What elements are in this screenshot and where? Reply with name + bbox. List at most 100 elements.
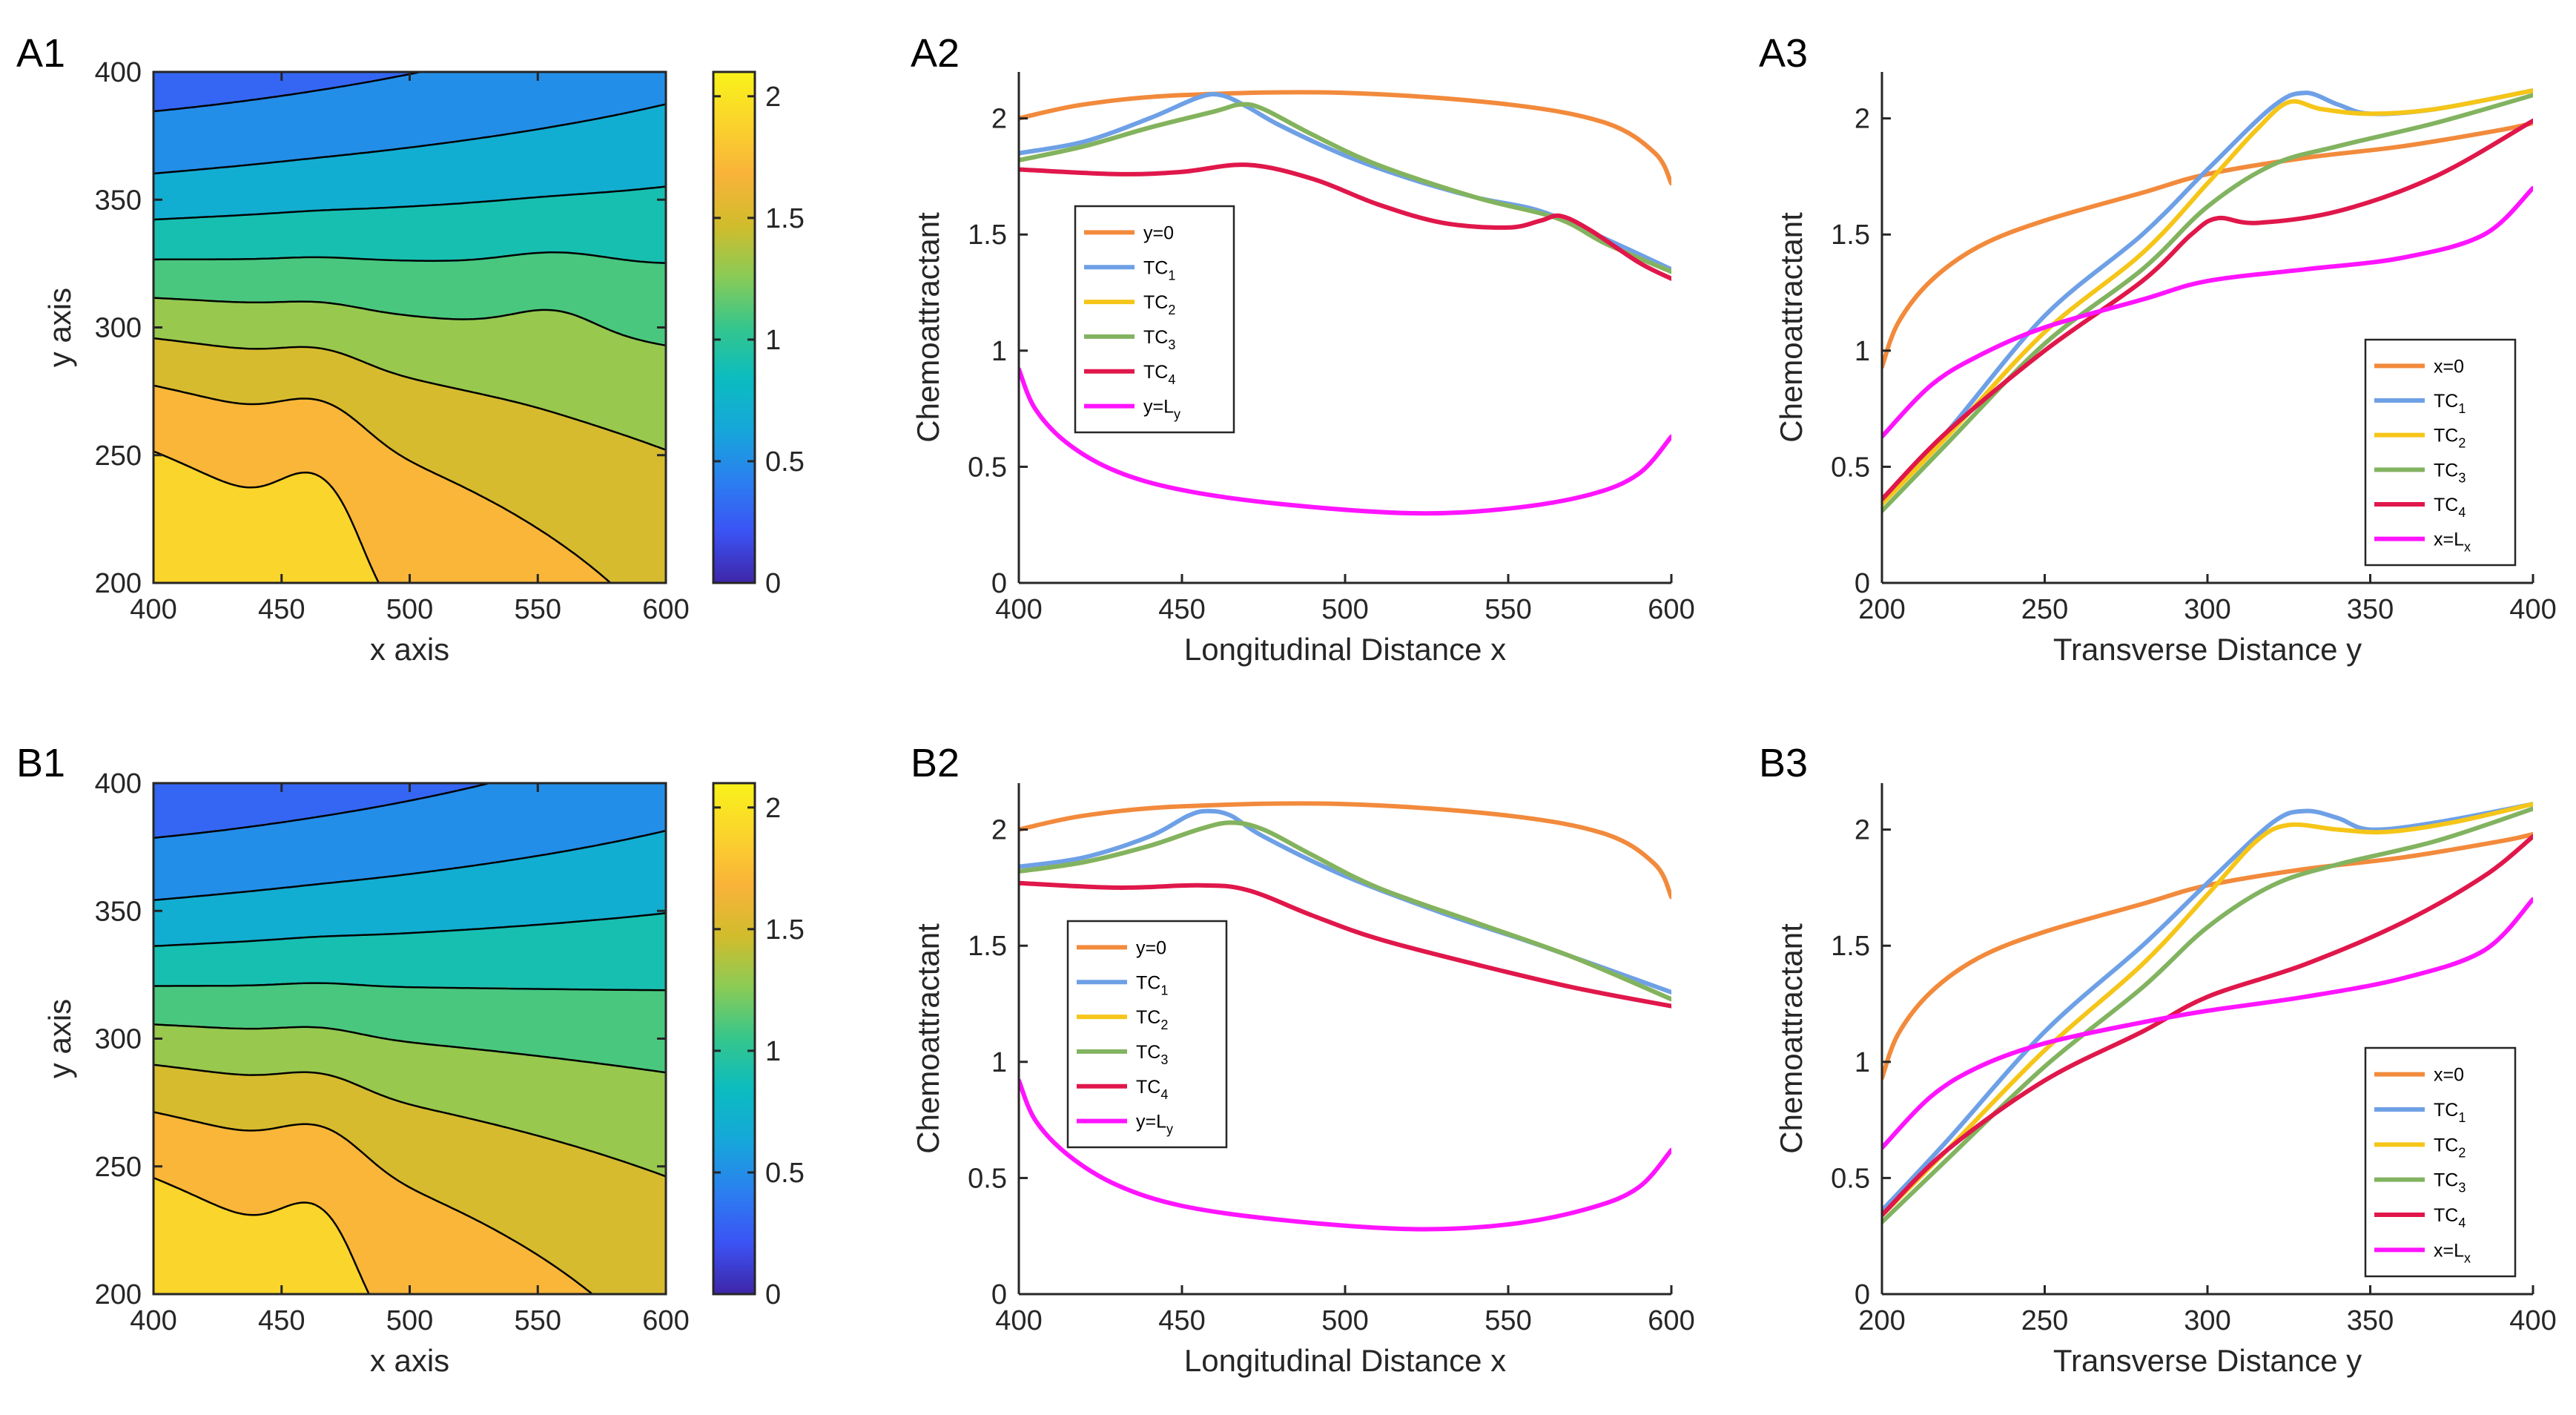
- series-line-tc3: [1882, 93, 2533, 513]
- y-axis-label: Chemoattractant: [911, 923, 945, 1154]
- x-tick-label: 600: [642, 594, 689, 625]
- panel-label: A3: [1759, 31, 1808, 76]
- y-tick-label: 0.5: [1831, 452, 1870, 483]
- series-line-y0: [1882, 120, 2533, 369]
- legend-entry-subscript: x: [2464, 540, 2471, 555]
- contour-panel-b1: 400 450 500 550 600 200 250 300 350 400 x axis y ax…: [16, 741, 805, 1378]
- contour-line-level: [153, 103, 667, 175]
- contour-fill: [153, 72, 666, 583]
- legend-entry-tc2: TC2: [2434, 1135, 2466, 1160]
- legend-box: [1074, 205, 1235, 434]
- x-tick-label: 250: [2021, 594, 2068, 625]
- x-tick-label: 400: [130, 1305, 176, 1336]
- y-tick-label: 200: [95, 568, 142, 599]
- legend-entry-yLy: y=Ly: [1136, 1112, 1173, 1137]
- series-group: [1019, 90, 1671, 516]
- y-axis-label: y axis: [42, 288, 77, 367]
- legend-entry-tc3: TC3: [1143, 327, 1175, 352]
- legend-entry-tc3: TC3: [1136, 1042, 1168, 1067]
- legend-entry-name: TC: [1136, 972, 1160, 993]
- legend-entry-tc1: TC1: [1136, 972, 1168, 997]
- legend-entry-subscript: 4: [1160, 1087, 1168, 1102]
- series-line-tc3: [1882, 806, 2533, 1224]
- colorbar-tick-label: 0.5: [765, 1158, 805, 1189]
- colorbar-tick-label: 1.5: [765, 914, 805, 946]
- legend-entry-name: y=0: [1136, 937, 1166, 958]
- colorbar-tick-label: 0: [765, 1279, 781, 1310]
- series-line-tc4: [1019, 880, 1671, 1009]
- legend-entry-name: TC: [2434, 426, 2458, 446]
- x-tick-label: 550: [1484, 594, 1531, 625]
- series-line-yLy: [1882, 185, 2533, 439]
- legend-entry-tc1: TC1: [1143, 257, 1175, 283]
- y-tick-label: 350: [95, 896, 142, 927]
- x-tick-label: 600: [1648, 1305, 1694, 1336]
- legend-entry-subscript: 4: [2458, 505, 2466, 520]
- contour-line-level: [153, 297, 667, 347]
- contour-line-level: [153, 70, 421, 113]
- colorbar-frame: [712, 782, 756, 1296]
- y-tick-label: 400: [95, 768, 142, 799]
- legend-entry-tc4: TC4: [2434, 495, 2466, 520]
- contour-panel-a1: 400 450 500 550 600 200 250 300 350 400 x axis y ax…: [16, 31, 805, 667]
- colorbar-frame: [712, 70, 756, 584]
- y-tick-label: 0: [991, 1279, 1007, 1310]
- legend-entry-subscript: 3: [1160, 1052, 1168, 1067]
- legend-entry-tc1: TC1: [2434, 1100, 2466, 1125]
- contour-line-level: [153, 251, 667, 265]
- legend-entry-name: y=0: [1143, 222, 1174, 243]
- y-tick-label: 1: [1855, 1047, 1870, 1078]
- y-tick-label: 350: [95, 185, 142, 216]
- y-tick-label: 400: [95, 57, 142, 88]
- y-tick-label: 250: [95, 1152, 142, 1183]
- line-panel-b2: 400 450 500 550 600 0 0.5 1 1.5 2 Longitudinal Dis…: [911, 741, 1695, 1378]
- legend-entry-name: TC: [2434, 1135, 2458, 1155]
- panel-label: B2: [911, 741, 960, 785]
- x-tick-label: 250: [2021, 1305, 2068, 1336]
- x-axis-label: Transverse Distance y: [2053, 1343, 2362, 1378]
- legend-entry-tc3: TC3: [2434, 460, 2466, 485]
- series-group: [1019, 801, 1671, 1232]
- legend-entry-tc1: TC1: [2434, 391, 2466, 416]
- legend-entry-tc4: TC4: [1136, 1077, 1168, 1102]
- x-tick-label: 500: [386, 594, 433, 625]
- legend-entry-name: TC: [1143, 362, 1168, 383]
- x-tick-label: 400: [2509, 594, 2556, 625]
- colorbar-tick-label: 2: [765, 793, 781, 824]
- legend-entry-name: x=0: [2434, 356, 2464, 377]
- y-tick-label: 300: [95, 1024, 142, 1055]
- y-tick-label: 2: [1855, 815, 1870, 846]
- y-tick-label: 2: [991, 815, 1007, 846]
- legend-entry-subscript: 4: [2458, 1216, 2466, 1230]
- panel-label: A2: [911, 31, 960, 76]
- legend-entry-subscript: 2: [2458, 1145, 2466, 1160]
- x-tick-label: 300: [2184, 594, 2230, 625]
- y-tick-label: 0: [1855, 1279, 1870, 1310]
- legend-box: [1066, 920, 1228, 1149]
- legend-entry-y0: x=0: [2434, 356, 2464, 377]
- contour-fill: [153, 783, 666, 1294]
- y-tick-label: 0: [1855, 568, 1870, 599]
- legend-entry-name: TC: [2434, 1170, 2458, 1191]
- x-tick-label: 550: [1484, 1305, 1531, 1336]
- contour-line-level: [153, 911, 667, 947]
- colorbar-tick-label: 0: [765, 568, 781, 599]
- legend-entry-subscript: 3: [1168, 337, 1175, 352]
- y-tick-label: 1.5: [968, 220, 1007, 251]
- y-tick-label: 1.5: [1831, 931, 1870, 962]
- y-tick-label: 0.5: [968, 452, 1007, 483]
- line-panel-b3: 200 250 300 350 400 0 0.5 1 1.5 2 Transverse Dista…: [1759, 741, 2557, 1378]
- series-line-tc4: [1882, 834, 2533, 1218]
- y-tick-label: 200: [95, 1279, 142, 1310]
- legend-entry-subscript: 2: [2458, 436, 2466, 451]
- legend-entry-tc4: TC4: [1143, 362, 1175, 387]
- legend-entry-name: TC: [1143, 257, 1168, 278]
- legend-entry-yLy: y=Ly: [1143, 397, 1180, 422]
- y-tick-label: 250: [95, 441, 142, 472]
- legend-entry-tc4: TC4: [2434, 1205, 2466, 1230]
- legend-entry-y0: x=0: [2434, 1065, 2464, 1086]
